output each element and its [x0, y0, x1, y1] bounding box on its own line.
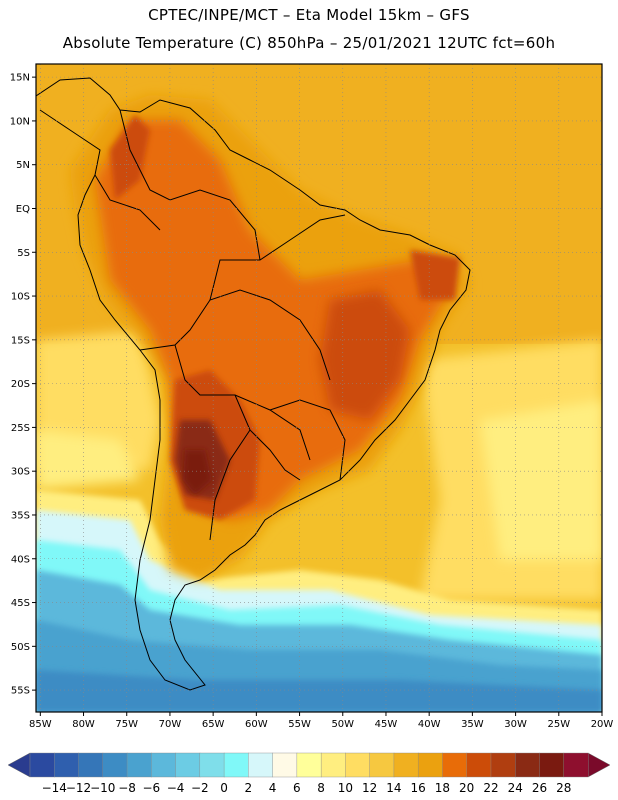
- lat-label: 10S: [11, 292, 30, 303]
- colorbar-label: −6: [142, 781, 160, 795]
- lat-label: 55S: [11, 686, 30, 697]
- colorbar-box: [320, 752, 346, 778]
- colorbar-label: 18: [435, 781, 450, 795]
- lat-label: 25S: [11, 423, 30, 434]
- lon-label: 60W: [245, 719, 268, 730]
- colorbar-box: [369, 752, 395, 778]
- colorbar-box: [151, 752, 177, 778]
- colorbar-label: 22: [483, 781, 498, 795]
- colorbar-label: 4: [269, 781, 277, 795]
- colorbar-label: 6: [293, 781, 301, 795]
- colorbar-box: [126, 752, 152, 778]
- lat-label: 5N: [16, 160, 30, 171]
- colorbar-box: [199, 752, 225, 778]
- lon-label: 55W: [288, 719, 311, 730]
- colorbar-label: 12: [362, 781, 377, 795]
- colorbar-box: [54, 752, 80, 778]
- colorbar-label: 10: [338, 781, 353, 795]
- colorbar-label: −8: [118, 781, 136, 795]
- colorbar-label: 28: [556, 781, 571, 795]
- colorbar-label: −12: [66, 781, 91, 795]
- colorbar-labels: −14−12−10 −8 −6 −4 −2 0 2 4 6 8 10 12 14 16 18 20 22 24 26…: [42, 781, 572, 795]
- colorbar-label: 14: [386, 781, 401, 795]
- lat-label: 35S: [11, 510, 30, 521]
- lon-label: 30W: [504, 719, 527, 730]
- lat-lon-grid: [36, 64, 603, 712]
- lat-label: 30S: [11, 467, 30, 478]
- latitude-labels: 15N 10N 5N EQ 5S 10S 15S 20S 25S 30S 35S 40S 45S 50S 5…: [10, 73, 36, 697]
- lat-label: 15N: [10, 73, 30, 84]
- colorbar-box: [563, 752, 589, 778]
- lat-label: EQ: [16, 204, 30, 215]
- colorbar-box: [515, 752, 540, 778]
- map-title-line2: Absolute Temperature (C) 850hPa – 25/01/…: [62, 34, 556, 52]
- lon-label: 50W: [331, 719, 354, 730]
- lon-label: 20W: [591, 719, 614, 730]
- colorbar-boxes: [7, 752, 611, 778]
- colorbar-box: [442, 752, 468, 778]
- lon-label: 25W: [547, 719, 570, 730]
- colorbar-box: [223, 752, 249, 778]
- colorbar-box: [345, 752, 371, 778]
- colorbar-box: [102, 752, 128, 778]
- lon-label: 35W: [461, 719, 484, 730]
- colorbar-label: 16: [411, 781, 426, 795]
- colorbar-label: 26: [532, 781, 547, 795]
- colorbar-box: [466, 752, 492, 778]
- coastline: [36, 77, 471, 691]
- lon-label: 70W: [159, 719, 182, 730]
- map-frame: [35, 63, 603, 713]
- colorbar-label: −4: [167, 781, 185, 795]
- colorbar-label: −14: [42, 781, 67, 795]
- lat-label: 45S: [11, 598, 30, 609]
- colorbar-box: [417, 752, 443, 778]
- colorbar-box: [296, 752, 322, 778]
- lat-label: 40S: [11, 554, 30, 565]
- colorbar-box: [272, 752, 298, 778]
- colorbar-label: 2: [245, 781, 253, 795]
- colorbar-box: [539, 752, 565, 778]
- lat-label: 5S: [17, 248, 30, 259]
- colorbar-box: [78, 752, 104, 778]
- lon-label: 40W: [418, 719, 441, 730]
- colorbar-label: 0: [220, 781, 228, 795]
- lat-label: 15S: [11, 335, 30, 346]
- colorbar-high-triangle: [587, 752, 611, 778]
- colorbar-box: [29, 752, 55, 778]
- colorbar-label: −2: [191, 781, 209, 795]
- lat-label: 50S: [11, 642, 30, 653]
- colorbar-label: 8: [317, 781, 325, 795]
- colorbar-label: −10: [90, 781, 115, 795]
- longitude-labels: 85W 80W 75W 70W 65W 60W 55W 50W 45W 40W 35W 30W 25W 2…: [29, 712, 613, 730]
- colorbar-box: [248, 752, 274, 778]
- lat-label: 10N: [10, 116, 30, 127]
- colorbar-label: 20: [459, 781, 474, 795]
- lat-label: 20S: [11, 379, 30, 390]
- lon-label: 85W: [29, 719, 52, 730]
- colorbar-label: 24: [508, 781, 523, 795]
- colorbar-low-triangle: [7, 752, 31, 778]
- colorbar-box: [393, 752, 419, 778]
- lon-label: 65W: [202, 719, 225, 730]
- lon-label: 75W: [115, 719, 138, 730]
- colorbar-box: [490, 752, 516, 778]
- lon-label: 80W: [72, 719, 95, 730]
- colorbar-box: [175, 752, 201, 778]
- map-title-line1: CPTEC/INPE/MCT – Eta Model 15km – GFS: [148, 6, 470, 24]
- lon-label: 45W: [375, 719, 398, 730]
